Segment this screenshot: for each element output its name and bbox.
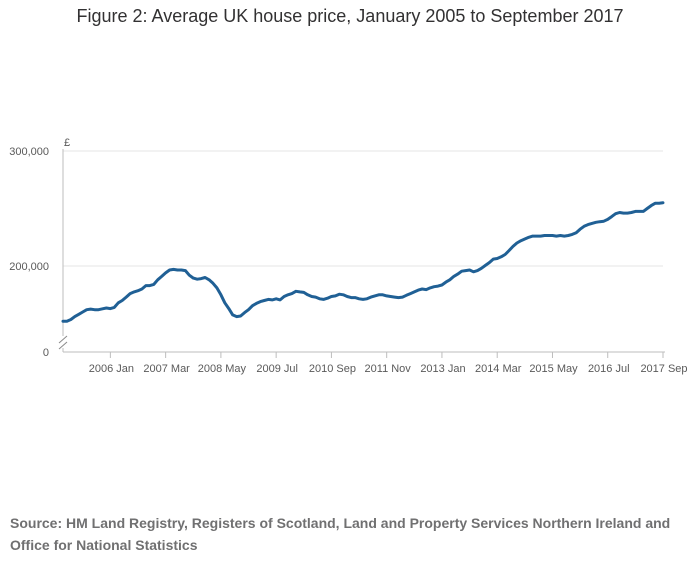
y-tick-labels: 0 200,000 300,000 £ [9, 137, 70, 359]
y-axis-unit-label: £ [64, 137, 70, 149]
source-note: Source: HM Land Registry, Registers of S… [10, 515, 671, 553]
y-tick-label: 300,000 [9, 146, 49, 158]
gridlines [63, 150, 663, 267]
x-tick-label: 2015 May [529, 363, 578, 375]
x-tick-label: 2008 May [198, 363, 247, 375]
y-tick-label: 200,000 [9, 261, 49, 273]
x-tick-label: 2017 Sep [640, 363, 687, 375]
x-tick-label: 2010 Sep [309, 363, 356, 375]
y-tick-label: 0 [43, 347, 49, 359]
axis-break-mark [58, 335, 68, 344]
x-tick-label: 2006 Jan [89, 363, 134, 375]
axis-break-mark [58, 341, 68, 350]
x-tick-labels: 2006 Jan 2007 Mar 2008 May 2009 Jul 2010 Sep… [89, 363, 688, 375]
x-tick-label: 2013 Jan [420, 363, 465, 375]
axes [58, 149, 665, 358]
x-tick-label: 2016 Jul [588, 363, 630, 375]
x-tick-label: 2011 Nov [365, 363, 412, 375]
x-tick-label: 2009 Jul [256, 363, 298, 375]
series-line-house-price [61, 201, 665, 323]
x-tick-label: 2007 Mar [143, 363, 190, 375]
chart-title: Figure 2: Average UK house price, Januar… [76, 6, 624, 26]
line-chart: 0 200,000 300,000 £ 2006 Jan 2007 Mar 2008 Ma… [9, 137, 688, 375]
x-tick-label: 2014 Mar [475, 363, 522, 375]
series-layer [61, 201, 665, 323]
